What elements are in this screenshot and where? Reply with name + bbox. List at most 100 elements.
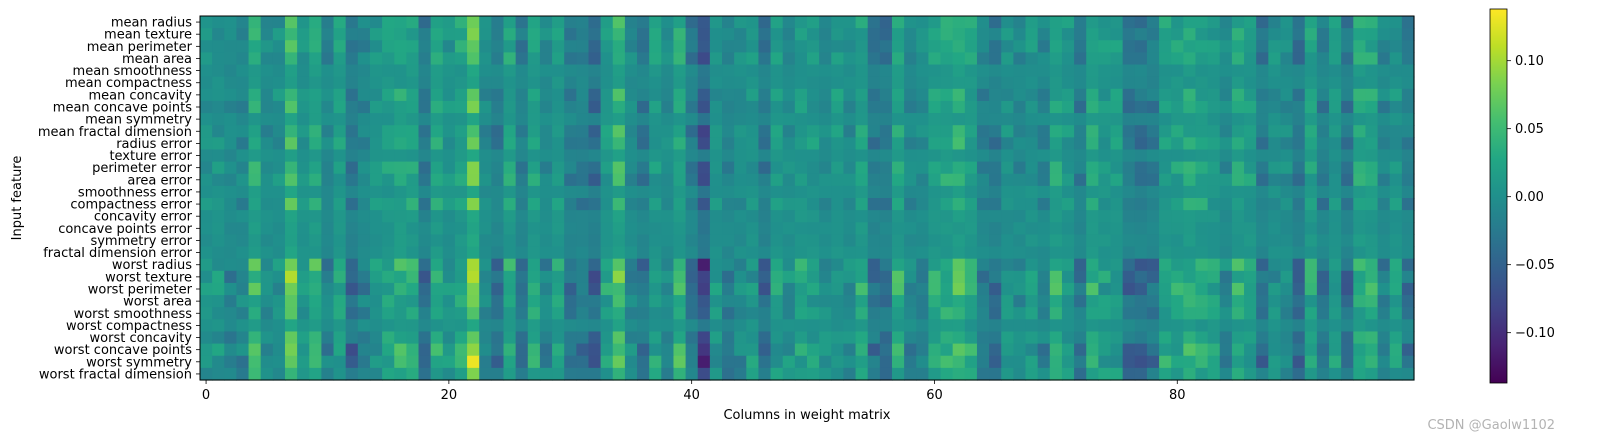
heatmap-cell <box>357 16 371 29</box>
heatmap-cell <box>515 210 529 223</box>
heatmap-cell <box>989 198 1002 211</box>
heatmap-cell <box>1146 343 1160 357</box>
heatmap-cell <box>576 161 590 175</box>
heatmap-cell <box>746 149 760 163</box>
y-tick-label: smoothness error <box>78 185 193 200</box>
heatmap-cell <box>794 52 808 66</box>
heatmap-cell <box>855 64 869 78</box>
heatmap-cell <box>964 270 978 284</box>
heatmap-cell <box>284 258 298 272</box>
heatmap-cell <box>236 258 250 272</box>
heatmap-cell <box>819 185 832 199</box>
heatmap-cell <box>1086 295 1099 308</box>
heatmap-cell <box>928 367 942 381</box>
heatmap-cell <box>1401 40 1415 53</box>
heatmap-cell <box>697 355 711 369</box>
heatmap-cell <box>539 367 553 381</box>
heatmap-cell <box>539 295 553 308</box>
heatmap-cell <box>467 125 480 138</box>
heatmap-cell <box>952 270 966 284</box>
heatmap-cell <box>284 295 298 308</box>
heatmap-cell <box>260 76 274 90</box>
heatmap-cell <box>1171 185 1184 199</box>
heatmap-cell <box>1207 258 1221 272</box>
heatmap-cell <box>697 319 711 333</box>
heatmap-cell <box>819 319 832 333</box>
heatmap-cell <box>1353 185 1367 199</box>
heatmap-cell <box>552 52 565 66</box>
heatmap-cell <box>673 52 687 66</box>
heatmap-cell <box>964 40 978 53</box>
heatmap-cell <box>503 295 517 308</box>
heatmap-cell <box>1268 331 1282 345</box>
heatmap-cell <box>1341 198 1354 211</box>
heatmap-cell <box>454 185 468 199</box>
heatmap-cell <box>1268 161 1282 175</box>
heatmap-cell <box>1401 307 1415 320</box>
heatmap-cell <box>1159 185 1172 199</box>
heatmap-cell <box>539 198 553 211</box>
heatmap-cell <box>260 137 274 151</box>
heatmap-cell <box>1074 173 1087 187</box>
heatmap-cell <box>382 319 395 333</box>
heatmap-cell <box>503 173 517 187</box>
heatmap-cell <box>1341 355 1354 369</box>
heatmap-cell <box>1268 149 1282 163</box>
heatmap-cell <box>794 234 808 248</box>
heatmap-cell <box>1159 210 1172 223</box>
heatmap-cell <box>1389 100 1403 114</box>
heatmap-cell <box>1377 76 1391 90</box>
heatmap-cell <box>1110 331 1124 345</box>
heatmap-cell <box>588 355 602 369</box>
heatmap-cell <box>467 282 480 296</box>
heatmap-cell <box>940 295 954 308</box>
heatmap-cell <box>297 64 310 78</box>
heatmap-cell <box>1134 64 1148 78</box>
heatmap-cell <box>1074 270 1087 284</box>
heatmap-cell <box>1329 173 1342 187</box>
heatmap-cell <box>454 198 468 211</box>
heatmap-cell <box>1316 28 1330 41</box>
heatmap-cell <box>1013 198 1027 211</box>
heatmap-cell <box>212 198 225 211</box>
heatmap-cell <box>1013 234 1027 248</box>
heatmap-cell <box>1061 76 1075 90</box>
heatmap-cell <box>916 234 929 248</box>
heatmap-cell <box>782 185 796 199</box>
heatmap-cell <box>1074 319 1087 333</box>
heatmap-cell <box>758 28 772 41</box>
heatmap-cell <box>564 125 577 138</box>
heatmap-cell <box>1389 161 1403 175</box>
heatmap-cell <box>491 40 505 53</box>
heatmap-cell <box>697 222 711 235</box>
heatmap-cell <box>1146 185 1160 199</box>
heatmap-cell <box>1001 234 1014 248</box>
heatmap-cell <box>624 331 638 345</box>
heatmap-cell <box>552 307 565 320</box>
heatmap-cell <box>1025 367 1039 381</box>
heatmap-cell <box>1146 307 1160 320</box>
heatmap-cell <box>260 161 274 175</box>
heatmap-cell <box>212 355 225 369</box>
heatmap-cell <box>746 161 760 175</box>
heatmap-cell <box>879 282 893 296</box>
heatmap-cell <box>673 161 687 175</box>
heatmap-cell <box>272 76 286 90</box>
y-tick-label: radius error <box>116 137 192 152</box>
heatmap-cell <box>685 161 699 175</box>
heatmap-cell <box>1061 100 1075 114</box>
heatmap-cell <box>891 258 905 272</box>
heatmap-cell <box>1365 40 1379 53</box>
y-tick-label: worst area <box>123 295 192 310</box>
heatmap-cell <box>515 367 529 381</box>
heatmap-cell <box>224 100 238 114</box>
heatmap-cell <box>697 16 711 29</box>
heatmap-cell <box>1377 355 1391 369</box>
heatmap-cell <box>1025 40 1039 53</box>
heatmap-cell <box>527 234 541 248</box>
heatmap-cell <box>807 258 820 272</box>
heatmap-cell <box>406 40 420 53</box>
heatmap-cell <box>989 185 1002 199</box>
heatmap-cell <box>649 307 662 320</box>
heatmap-cell <box>503 246 517 260</box>
